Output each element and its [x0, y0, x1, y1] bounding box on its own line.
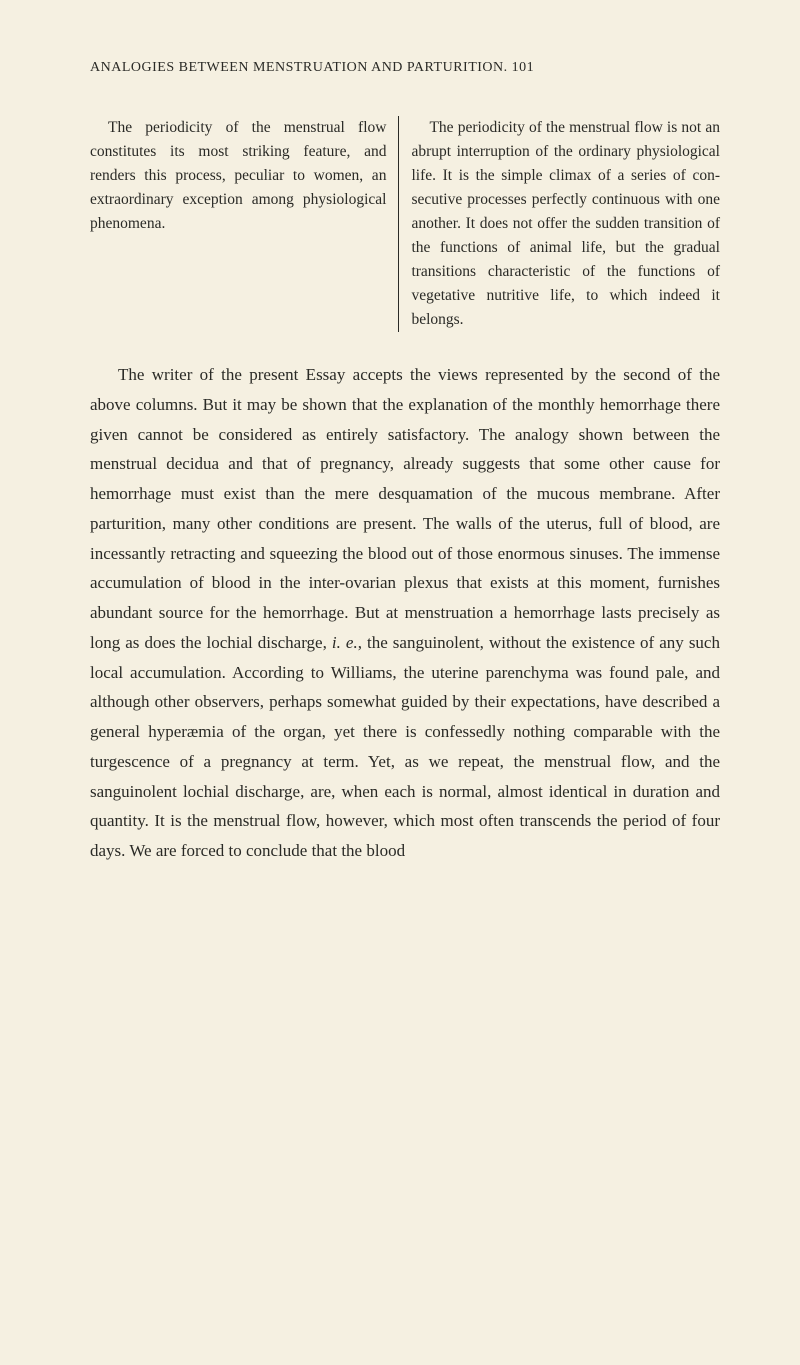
page: ANALOGIES BETWEEN MENSTRUATION AND PARTU…	[0, 0, 800, 1365]
body-post: , the sanguinolent, without the existenc…	[90, 633, 720, 860]
column-left: The periodicity of the menstrual flow co…	[90, 116, 399, 332]
page-header: ANALOGIES BETWEEN MENSTRUATION AND PARTU…	[90, 60, 720, 76]
body-pre: The writer of the present Essay accepts …	[90, 365, 720, 652]
body-text: The writer of the present Essay accepts …	[90, 360, 720, 866]
two-column-section: The periodicity of the menstrual flow co…	[90, 116, 720, 332]
col-right-text: The periodicity of the menstrual flow is…	[411, 116, 720, 332]
body-paragraph: The writer of the present Essay accepts …	[90, 360, 720, 866]
column-right: The periodicity of the menstrual flow is…	[399, 116, 720, 332]
col-left-text: The periodicity of the menstrual flow co…	[90, 116, 386, 236]
body-italic: i. e.	[332, 633, 358, 652]
